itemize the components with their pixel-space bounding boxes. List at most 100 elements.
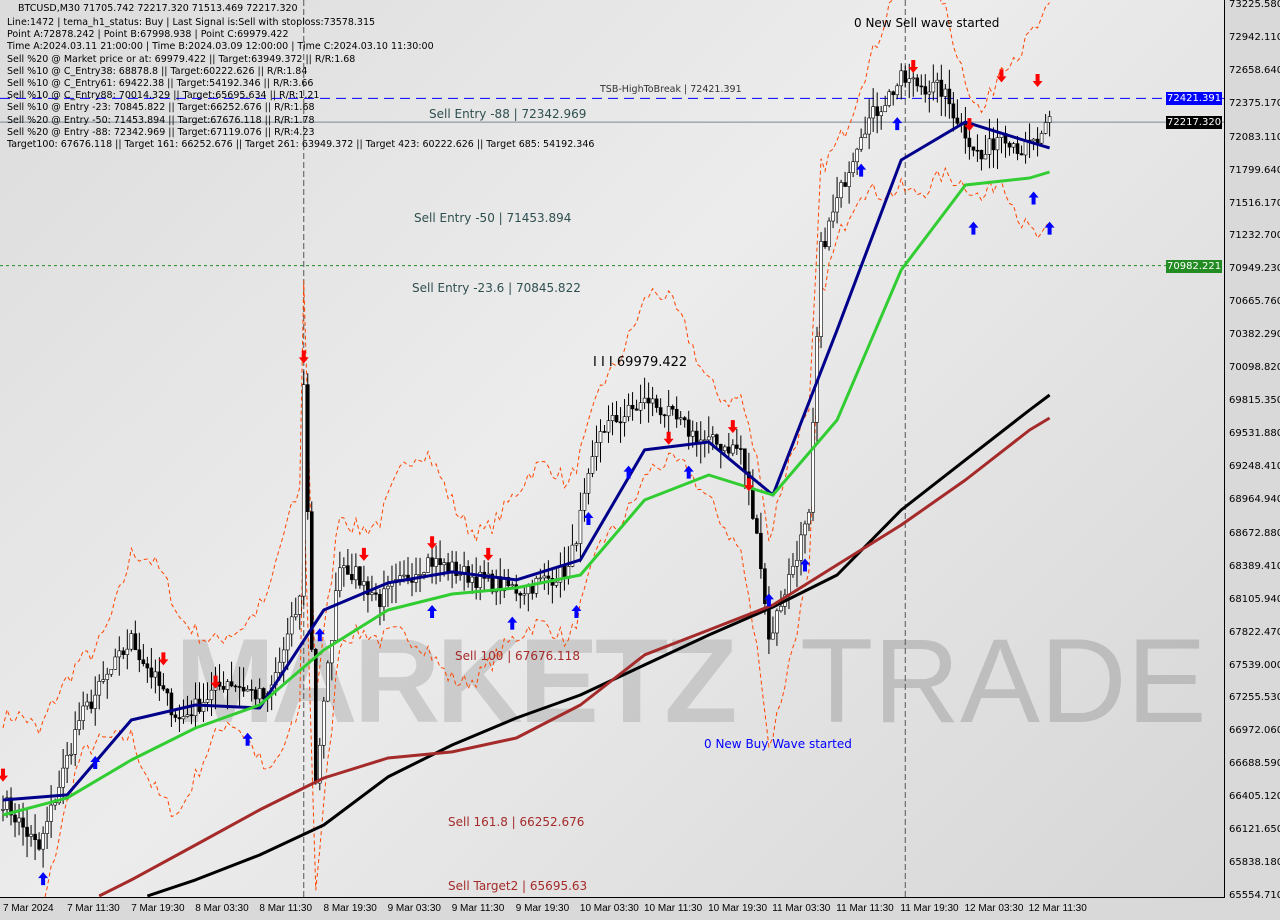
candle-body bbox=[871, 106, 875, 119]
info-line: Sell %10 @ C_Entry38: 68878.8 || Target:… bbox=[7, 65, 308, 77]
candle-body bbox=[855, 148, 859, 163]
candle-body bbox=[682, 417, 687, 421]
candle-body bbox=[209, 689, 214, 700]
time-tick-label: 8 Mar 03:30 bbox=[195, 903, 249, 914]
price-tick-label: 68964.940 bbox=[1229, 493, 1280, 505]
candle-body bbox=[506, 576, 511, 587]
candle-body bbox=[149, 667, 154, 678]
candle-body bbox=[803, 523, 807, 536]
candle-body bbox=[638, 402, 643, 411]
buy-arrow-icon bbox=[38, 872, 49, 886]
chart-canvas bbox=[0, 0, 1224, 897]
sell-arrow-icon bbox=[210, 675, 221, 689]
candle-body bbox=[538, 577, 543, 580]
price-chart[interactable]: MARKETZ TRADE BTCUSD,M30 71705.742 72217… bbox=[0, 0, 1225, 898]
candle-body bbox=[791, 565, 795, 575]
candle-body bbox=[867, 117, 871, 135]
candle-body bbox=[654, 398, 659, 408]
candle-body bbox=[317, 744, 322, 784]
candle-body bbox=[378, 593, 382, 608]
candle-body bbox=[634, 408, 639, 411]
candle-body bbox=[911, 77, 916, 80]
candle-body bbox=[743, 448, 747, 473]
sell-entry-50-label: Sell Entry -50 | 71453.894 bbox=[414, 211, 572, 225]
candle-body bbox=[113, 656, 118, 670]
time-tick-label: 11 Mar 03:30 bbox=[772, 903, 831, 914]
candle-body bbox=[662, 414, 667, 417]
candle-body bbox=[787, 574, 791, 596]
candle-body bbox=[69, 753, 73, 756]
candle-body bbox=[694, 430, 699, 444]
candle-body bbox=[823, 241, 827, 248]
candle-body bbox=[177, 717, 182, 720]
candle-body bbox=[109, 669, 114, 675]
watermark-left: MARKETZ bbox=[175, 614, 738, 748]
price-tick-label: 70098.820 bbox=[1229, 362, 1280, 374]
candle-body bbox=[470, 576, 474, 583]
candle-body bbox=[991, 138, 996, 151]
info-line: Time A:2024.03.11 21:00:00 | Time B:2024… bbox=[7, 41, 434, 53]
info-line: Sell %20 @ Entry -50: 71453.894 || Targe… bbox=[7, 114, 315, 126]
candle-body bbox=[121, 650, 126, 655]
candle-body bbox=[430, 557, 434, 567]
candle-body bbox=[755, 518, 759, 534]
candle-body bbox=[534, 578, 539, 594]
sell-100-label: Sell 100 | 67676.118 bbox=[455, 649, 580, 663]
candle-body bbox=[542, 575, 547, 579]
candle-body bbox=[313, 649, 318, 784]
candle-body bbox=[5, 797, 9, 810]
price-tick-label: 70665.760 bbox=[1229, 296, 1280, 308]
candle-body bbox=[454, 561, 458, 576]
candle-body bbox=[169, 692, 174, 716]
candle-body bbox=[702, 439, 707, 442]
candle-body bbox=[622, 416, 627, 423]
candle-body bbox=[478, 571, 482, 588]
candle-body bbox=[305, 384, 310, 513]
candle-body bbox=[578, 510, 583, 544]
candle-body bbox=[686, 419, 691, 437]
sell-arrow-icon bbox=[427, 536, 438, 550]
candle-body bbox=[779, 606, 783, 612]
candle-body bbox=[887, 91, 892, 106]
price-tick-label: 69531.880 bbox=[1229, 428, 1280, 440]
buy-arrow-icon bbox=[892, 117, 903, 131]
sell-arrow-icon bbox=[996, 69, 1007, 83]
candle-body bbox=[923, 86, 928, 95]
time-tick-label: 11 Mar 11:30 bbox=[836, 903, 894, 914]
candle-body bbox=[530, 585, 535, 594]
candle-body bbox=[775, 610, 779, 634]
candle-body bbox=[522, 593, 527, 596]
candle-body bbox=[706, 436, 711, 441]
candle-body bbox=[626, 404, 631, 418]
candle-body bbox=[1031, 138, 1036, 142]
candle-body bbox=[193, 698, 198, 716]
candle-body bbox=[891, 91, 896, 96]
candle-body bbox=[225, 681, 230, 690]
candle-body bbox=[398, 575, 402, 580]
buy-arrow-icon bbox=[583, 512, 594, 526]
candle-body bbox=[955, 117, 960, 124]
candle-body bbox=[346, 565, 350, 575]
candle-body bbox=[731, 444, 735, 454]
buy-arrow-icon bbox=[683, 465, 694, 479]
price-tick-label: 70382.290 bbox=[1229, 329, 1280, 341]
candle-body bbox=[33, 833, 37, 840]
buy-arrow-icon bbox=[90, 755, 101, 769]
candle-body bbox=[281, 649, 286, 663]
candle-body bbox=[1019, 153, 1024, 156]
candle-body bbox=[759, 532, 763, 570]
candle-body bbox=[875, 106, 879, 116]
sell-arrow-icon bbox=[483, 547, 494, 561]
price-tick-label: 73225.580 bbox=[1229, 0, 1280, 10]
candle-body bbox=[117, 650, 122, 658]
sell-target2-label: Sell Target2 | 65695.63 bbox=[448, 879, 588, 893]
candle-body bbox=[895, 85, 900, 96]
price-tick-label: 69248.410 bbox=[1229, 460, 1280, 472]
candle-body bbox=[257, 688, 262, 700]
candle-body bbox=[309, 511, 314, 650]
candle-body bbox=[899, 70, 904, 87]
candle-body bbox=[915, 77, 920, 87]
buy-arrow-icon bbox=[427, 604, 438, 618]
candle-body bbox=[253, 689, 258, 700]
candle-body bbox=[17, 817, 21, 823]
